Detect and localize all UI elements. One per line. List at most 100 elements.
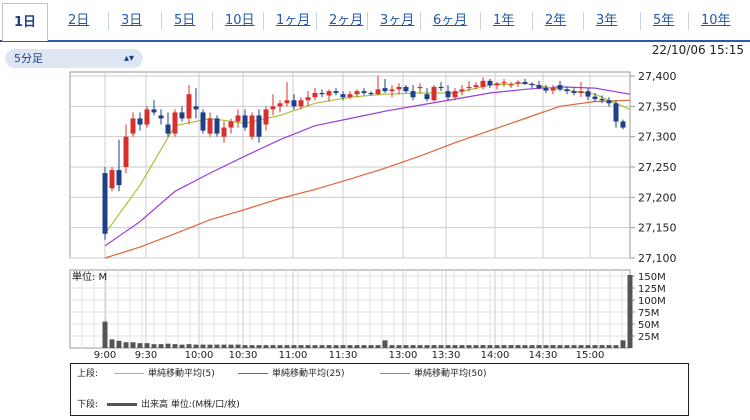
volume-bar bbox=[319, 345, 325, 348]
legend-ma25-label: 単純移動平均(25) bbox=[272, 369, 345, 379]
legend-ma25: 単純移動平均(25) bbox=[232, 366, 344, 379]
time-tick-label-7: 13:30 bbox=[432, 350, 461, 360]
candle-body bbox=[382, 88, 388, 92]
volume-tick-label-4: 125M bbox=[638, 284, 666, 295]
candle-body bbox=[242, 115, 248, 128]
tab-8[interactable]: 6ヶ月 bbox=[420, 12, 467, 30]
volume-bar bbox=[235, 344, 241, 348]
tab-10[interactable]: 2年 bbox=[532, 12, 566, 30]
tab-1[interactable]: 2日 bbox=[68, 13, 90, 28]
candle-body bbox=[550, 88, 556, 91]
timestamp: 22/10/06 15:15 bbox=[651, 43, 744, 57]
time-tick-label-1: 9:30 bbox=[135, 350, 157, 360]
volume-bar bbox=[613, 345, 619, 348]
tab-12[interactable]: 5年 bbox=[640, 12, 674, 30]
volume-bar bbox=[382, 340, 388, 348]
volume-bar bbox=[368, 345, 374, 348]
legend-lower-label: 下段: bbox=[77, 400, 99, 410]
candle-body bbox=[571, 91, 577, 93]
price-tick-label-1: 27,150 bbox=[638, 222, 677, 235]
ma50-line bbox=[104, 99, 631, 259]
candle-body bbox=[452, 91, 458, 98]
candle-body bbox=[480, 80, 486, 87]
volume-bar bbox=[165, 343, 171, 348]
candle-body bbox=[592, 96, 598, 100]
time-tick-label-6: 13:00 bbox=[389, 350, 418, 360]
volume-bar bbox=[193, 344, 199, 348]
tab-11[interactable]: 3年 bbox=[583, 12, 617, 30]
legend-ma5: 単純移動平均(5) bbox=[108, 366, 215, 379]
tab-6[interactable]: 2ヶ月 bbox=[316, 12, 363, 30]
legend-lower-row: 下段: bbox=[77, 397, 98, 410]
volume-bar bbox=[200, 344, 206, 348]
candle-body bbox=[613, 103, 619, 122]
chevron-updown-icon: ▴▾ bbox=[123, 53, 134, 64]
candle-body bbox=[165, 124, 171, 134]
volume-bar bbox=[347, 345, 353, 348]
candle-body bbox=[347, 94, 353, 98]
price-tick-label-0: 27,100 bbox=[638, 252, 677, 265]
volume-bar bbox=[480, 345, 486, 348]
tab-9[interactable]: 1年 bbox=[480, 12, 514, 30]
volume-bar bbox=[557, 345, 563, 348]
tab-0[interactable]: 1日 bbox=[2, 3, 48, 41]
ma25-line bbox=[104, 86, 631, 247]
tab-5[interactable]: 1ヶ月 bbox=[263, 12, 310, 30]
candle-body bbox=[529, 83, 535, 86]
candle-body bbox=[578, 91, 584, 93]
candle-body bbox=[536, 85, 542, 89]
volume-bar bbox=[109, 339, 115, 348]
candle-body bbox=[375, 89, 381, 95]
volume-bar bbox=[242, 345, 248, 348]
candle-body bbox=[599, 99, 605, 101]
ma5-swatch bbox=[114, 373, 144, 374]
tab-3[interactable]: 5日 bbox=[161, 12, 195, 30]
candle-body bbox=[459, 89, 465, 92]
volume-bar bbox=[291, 345, 297, 348]
candle-body bbox=[417, 86, 423, 89]
volume-bar bbox=[186, 344, 192, 348]
volume-plot-frame bbox=[69, 269, 631, 349]
volume-bar bbox=[396, 345, 402, 348]
volume-bar bbox=[536, 345, 542, 348]
price-tick-label-3: 27,250 bbox=[638, 161, 677, 174]
volume-bar bbox=[144, 343, 150, 348]
volume-bar bbox=[466, 345, 472, 348]
candle-body bbox=[606, 100, 612, 104]
volume-bar bbox=[375, 345, 381, 348]
candle-body bbox=[543, 88, 549, 91]
candle-body bbox=[396, 86, 402, 90]
volume-bar bbox=[151, 344, 157, 348]
volume-tick-label-1: 50M bbox=[638, 320, 659, 331]
legend-ma5-label: 単純移動平均(5) bbox=[148, 369, 215, 379]
interval-select[interactable]: 5分足 ▴▾ bbox=[5, 49, 143, 68]
candle-body bbox=[256, 115, 262, 137]
volume-tick-label-3: 100M bbox=[638, 296, 666, 307]
volume-bar bbox=[417, 345, 423, 348]
volume-bar bbox=[501, 345, 507, 348]
volume-bar bbox=[137, 343, 143, 348]
volume-bar bbox=[298, 345, 304, 348]
legend: 上段: 単純移動平均(5) 単純移動平均(25) 単純移動平均(50) 下段: … bbox=[70, 363, 689, 416]
volume-bar bbox=[424, 345, 430, 348]
candle-body bbox=[515, 82, 521, 84]
tab-7[interactable]: 3ヶ月 bbox=[367, 12, 414, 30]
candle-body bbox=[424, 94, 430, 100]
period-tabs: 1日 2日 3日 5日 10日 1ヶ月 2ヶ月 3ヶ月 6ヶ月 1年 2年 3年 5年 10年 bbox=[0, 0, 750, 42]
price-tick-label-6: 27,400 bbox=[638, 70, 677, 83]
candle-body bbox=[438, 86, 444, 89]
volume-bar bbox=[116, 340, 122, 348]
time-tick-label-9: 14:30 bbox=[529, 350, 558, 360]
tab-4[interactable]: 10日 bbox=[212, 12, 255, 30]
volume-bar bbox=[256, 345, 262, 348]
candle-body bbox=[235, 115, 241, 122]
volume-bar bbox=[270, 345, 276, 348]
candle-body bbox=[403, 86, 409, 92]
interval-select-label: 5分足 bbox=[14, 52, 43, 65]
candle-body bbox=[585, 91, 591, 97]
candle-body bbox=[431, 86, 437, 101]
candle-body bbox=[354, 91, 360, 95]
tab-13[interactable]: 10年 bbox=[688, 12, 731, 30]
tab-2[interactable]: 3日 bbox=[108, 12, 142, 30]
time-tick-label-10: 15:00 bbox=[576, 350, 605, 360]
